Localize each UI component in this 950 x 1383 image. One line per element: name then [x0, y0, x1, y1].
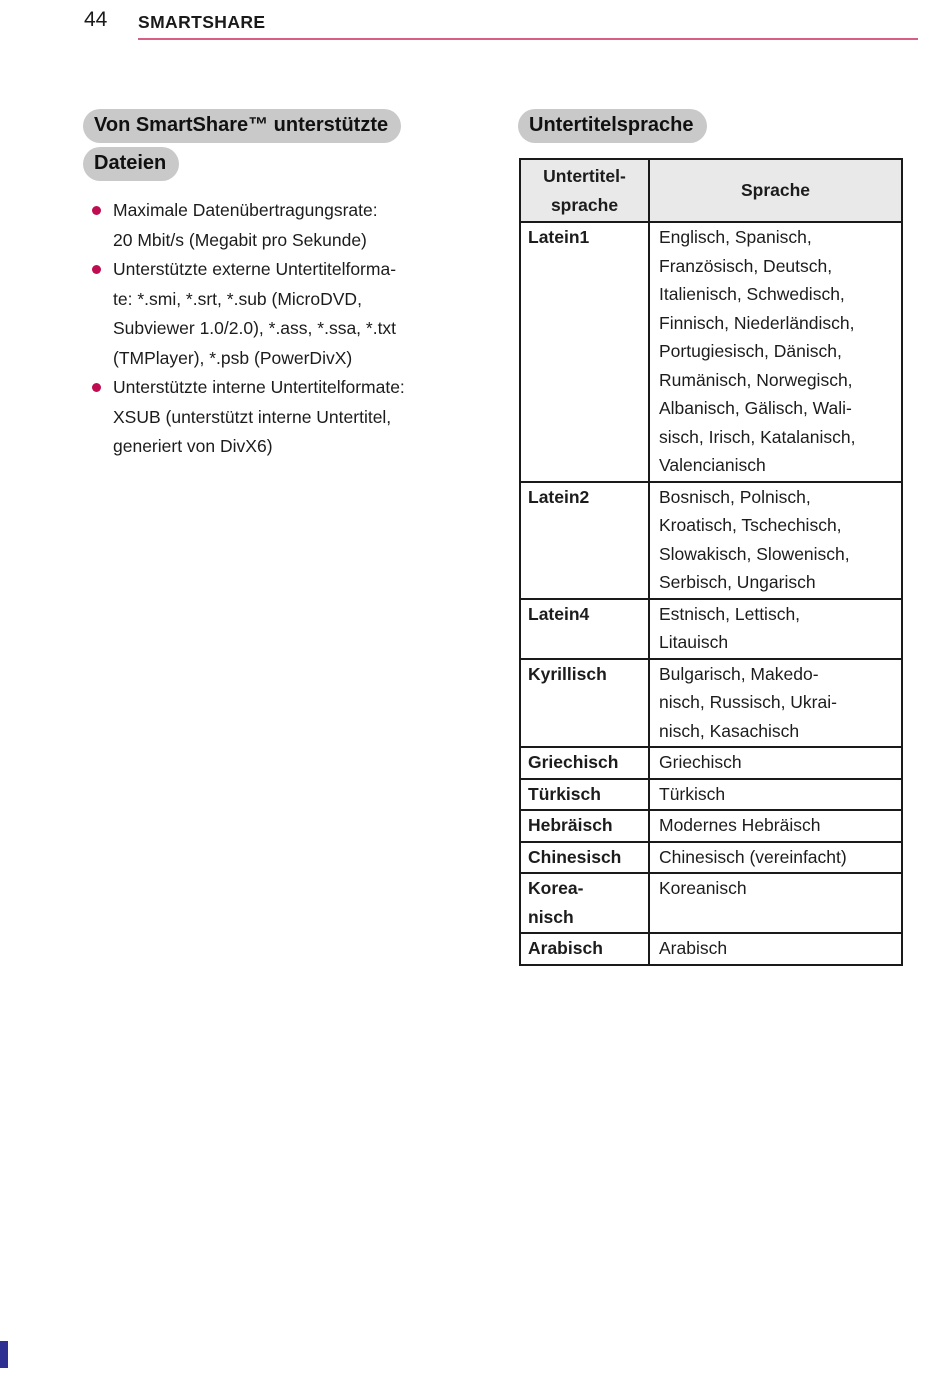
languages-cell: Griechisch [648, 746, 903, 780]
languages-cell: Koreanisch [648, 872, 903, 934]
supported-files-bullet-list: Maximale Datenübertragungsrate: 20 Mbit/… [92, 196, 488, 462]
heading-pill-line2: Dateien [83, 147, 180, 181]
table-row: Latein2 Bosnisch, Polnisch, Kroatisch, T… [519, 480, 903, 600]
heading-pill: Untertitelsprache [518, 109, 707, 143]
table-row: Chinesisch Chinesisch (vereinfacht) [519, 840, 903, 874]
table-row: Türkisch Türkisch [519, 777, 903, 811]
languages-cell: Bulgarisch, Makedo- nisch, Russisch, Ukr… [648, 657, 903, 748]
script-cell: Chinesisch [519, 840, 650, 874]
table-row: Arabisch Arabisch [519, 932, 903, 966]
section-title: SMARTSHARE [138, 12, 266, 32]
languages-cell: Englisch, Spanisch, Französisch, Deutsch… [648, 221, 903, 483]
bullet-text: Unterstützte externe Untertitelforma- te… [113, 259, 397, 368]
languages-cell: Arabisch [648, 932, 903, 966]
table-row: Latein4 Estnisch, Lettisch, Litauisch [519, 597, 903, 660]
script-cell: Hebräisch [519, 809, 650, 843]
list-item: Maximale Datenübertragungsrate: 20 Mbit/… [92, 196, 488, 255]
bullet-icon [92, 206, 101, 215]
languages-cell: Chinesisch (vereinfacht) [648, 840, 903, 874]
bullet-icon [92, 265, 101, 274]
left-column-heading: Von SmartShare™ unterstützte Dateien [83, 109, 402, 185]
subtitle-language-heading: Untertitelsprache [518, 109, 707, 143]
script-cell: Kyrillisch [519, 657, 650, 748]
table-header-row: Untertitel- sprache Sprache [519, 158, 903, 223]
script-cell: Arabisch [519, 932, 650, 966]
table-row: Hebräisch Modernes Hebräisch [519, 809, 903, 843]
page-number: 44 [84, 8, 108, 31]
script-cell: Türkisch [519, 777, 650, 811]
script-cell: Griechisch [519, 746, 650, 780]
languages-cell: Türkisch [648, 777, 903, 811]
header-rule [138, 38, 918, 40]
subtitle-language-table: Untertitel- sprache Sprache Latein1 Engl… [519, 158, 903, 966]
languages-cell: Modernes Hebräisch [648, 809, 903, 843]
bullet-text: Maximale Datenübertragungsrate: 20 Mbit/… [113, 200, 378, 250]
script-cell: Latein2 [519, 480, 650, 600]
list-item: Unterstützte interne Untertitelformate: … [92, 373, 488, 462]
bullet-text: Unterstützte interne Untertitelformate: … [113, 377, 405, 456]
heading-pill-line1: Von SmartShare™ unterstützte [83, 109, 402, 143]
script-cell: Korea- nisch [519, 872, 650, 934]
column-header-untertitelsprache: Untertitel- sprache [519, 158, 650, 223]
table-row: Latein1 Englisch, Spanisch, Französisch,… [519, 221, 903, 483]
script-cell: Latein4 [519, 597, 650, 660]
table-row: Griechisch Griechisch [519, 746, 903, 780]
script-cell: Latein1 [519, 221, 650, 483]
column-header-sprache: Sprache [648, 158, 903, 223]
languages-cell: Estnisch, Lettisch, Litauisch [648, 597, 903, 660]
bullet-icon [92, 383, 101, 392]
languages-cell: Bosnisch, Polnisch, Kroatisch, Tschechis… [648, 480, 903, 600]
table-row: Korea- nisch Koreanisch [519, 872, 903, 934]
table-row: Kyrillisch Bulgarisch, Makedo- nisch, Ru… [519, 657, 903, 748]
list-item: Unterstützte externe Untertitelforma- te… [92, 255, 488, 373]
page-edge-tab [0, 1341, 8, 1368]
